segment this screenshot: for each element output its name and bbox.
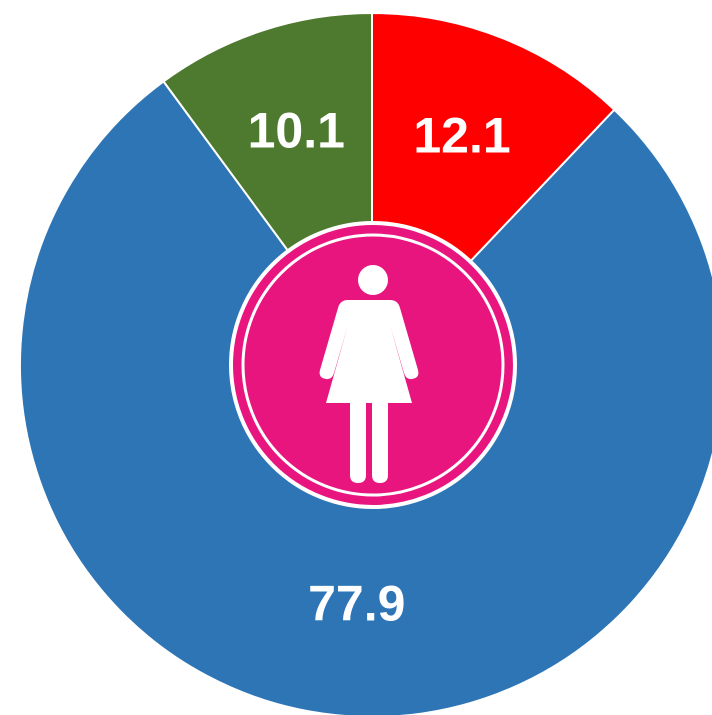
data-labels: 12.1 77.9 10.1 — [248, 102, 511, 631]
data-label: 77.9 — [308, 576, 405, 632]
center-icon — [229, 221, 517, 509]
data-label: 12.1 — [413, 108, 510, 164]
data-label: 10.1 — [248, 102, 345, 158]
